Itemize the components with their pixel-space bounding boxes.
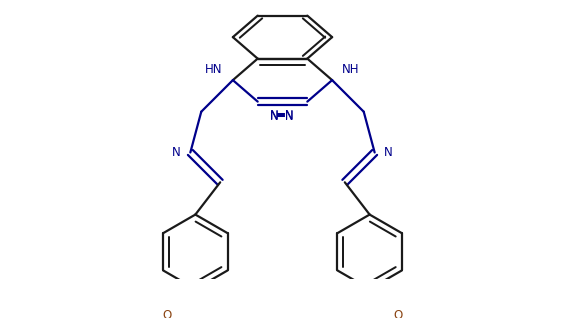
Text: N: N <box>384 146 393 159</box>
Text: N: N <box>172 146 181 159</box>
Text: N═N: N═N <box>270 109 295 122</box>
Text: HN: HN <box>205 63 223 76</box>
Text: N═N: N═N <box>270 110 295 123</box>
Text: NH: NH <box>342 63 360 76</box>
Text: O: O <box>393 309 402 318</box>
Text: O: O <box>163 309 172 318</box>
